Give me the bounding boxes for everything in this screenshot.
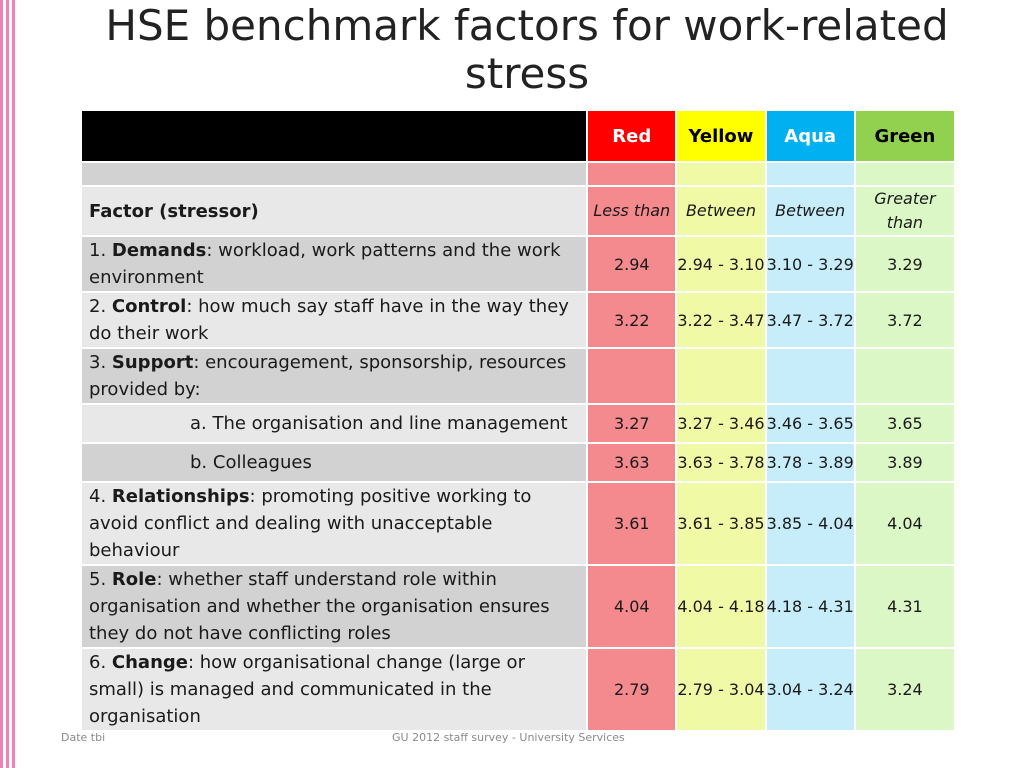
footer-source: GU 2012 staff survey - University Servic… <box>392 731 625 744</box>
spacer-row <box>79 161 957 187</box>
spacer-cell <box>675 161 767 187</box>
header-blank-cell <box>79 109 589 163</box>
criteria-row: Factor (stressor) Less than Between Betw… <box>79 185 957 237</box>
yellow-value: 4.04 - 4.18 <box>675 564 767 649</box>
aqua-value: 3.04 - 3.24 <box>764 647 856 732</box>
factor-name: Relationships <box>111 486 250 507</box>
red-value: 2.79 <box>586 647 678 732</box>
table-row: 6. Change: how organisational change (la… <box>79 647 957 732</box>
factor-subitem: a. The organisation and line management <box>79 403 589 444</box>
factor-column-label: Factor (stressor) <box>79 185 589 237</box>
factor-description: : workload, work patterns and the work e… <box>89 240 561 288</box>
factor-number: 4. <box>89 486 112 507</box>
factor-number: 5. <box>89 569 112 590</box>
green-value <box>853 347 957 405</box>
factor-subitem: b. Colleagues <box>79 442 589 483</box>
yellow-value <box>675 347 767 405</box>
header-yellow: Yellow <box>675 109 767 163</box>
table-row: 2. Control: how much say staff have in t… <box>79 291 957 349</box>
yellow-value: 2.79 - 3.04 <box>675 647 767 732</box>
factor-number: 1. <box>89 240 112 261</box>
aqua-value: 3.78 - 3.89 <box>764 442 856 483</box>
factor-cell: 1. Demands: workload, work patterns and … <box>79 235 589 293</box>
pink-border-line <box>12 0 15 768</box>
yellow-value: 3.27 - 3.46 <box>675 403 767 444</box>
spacer-cell <box>764 161 856 187</box>
factor-description: : how much say staff have in the way the… <box>89 296 569 344</box>
factor-description: : encouragement, sponsorship, resources … <box>89 352 567 400</box>
red-value: 3.22 <box>586 291 678 349</box>
factor-cell: 2. Control: how much say staff have in t… <box>79 291 589 349</box>
red-value: 3.61 <box>586 481 678 566</box>
table-row: 4. Relationships: promoting positive wor… <box>79 481 957 566</box>
factor-description: : how organisational change (large or sm… <box>89 652 525 727</box>
aqua-value: 3.47 - 3.72 <box>764 291 856 349</box>
factor-cell: 5. Role: whether staff understand role w… <box>79 564 589 649</box>
red-value <box>586 347 678 405</box>
factor-number: 6. <box>89 652 112 673</box>
aqua-value: 3.46 - 3.65 <box>764 403 856 444</box>
factor-name: Role <box>111 569 157 590</box>
criteria-yellow: Between <box>675 185 767 237</box>
factor-name: Change <box>111 652 188 673</box>
red-value: 2.94 <box>586 235 678 293</box>
yellow-value: 3.63 - 3.78 <box>675 442 767 483</box>
table-row: a. The organisation and line management … <box>79 403 957 444</box>
header-green: Green <box>853 109 957 163</box>
criteria-green: Greater than <box>853 185 957 237</box>
spacer-cell <box>79 161 589 187</box>
footer-date: Date tbi <box>61 731 106 744</box>
table-row: 1. Demands: workload, work patterns and … <box>79 235 957 293</box>
criteria-aqua: Between <box>764 185 856 237</box>
factor-name: Demands <box>111 240 207 261</box>
green-value: 3.29 <box>853 235 957 293</box>
criteria-green-line: Greater <box>874 189 936 208</box>
header-red: Red <box>586 109 678 163</box>
factor-cell: 6. Change: how organisational change (la… <box>79 647 589 732</box>
red-value: 4.04 <box>586 564 678 649</box>
green-value: 4.31 <box>853 564 957 649</box>
yellow-value: 2.94 - 3.10 <box>675 235 767 293</box>
red-value: 3.63 <box>586 442 678 483</box>
slide-title: HSE benchmark factors for work-related s… <box>30 2 1024 98</box>
green-value: 4.04 <box>853 481 957 566</box>
table-row: 5. Role: whether staff understand role w… <box>79 564 957 649</box>
aqua-value: 4.18 - 4.31 <box>764 564 856 649</box>
header-aqua: Aqua <box>764 109 856 163</box>
criteria-red: Less than <box>586 185 678 237</box>
green-value: 3.65 <box>853 403 957 444</box>
pink-border-line <box>6 0 9 768</box>
factor-number: 2. <box>89 296 112 317</box>
factor-name: Support <box>111 352 194 373</box>
aqua-value <box>764 347 856 405</box>
factor-description: : whether staff understand role within o… <box>89 569 550 644</box>
red-value: 3.27 <box>586 403 678 444</box>
green-value: 3.24 <box>853 647 957 732</box>
green-value: 3.89 <box>853 442 957 483</box>
aqua-value: 3.85 - 4.04 <box>764 481 856 566</box>
pink-border-line <box>0 0 3 768</box>
factor-name: Control <box>111 296 187 317</box>
spacer-cell <box>853 161 957 187</box>
green-value: 3.72 <box>853 291 957 349</box>
spacer-cell <box>586 161 678 187</box>
benchmark-table: Red Yellow Aqua Green Factor (stressor) … <box>79 109 957 732</box>
slide-title-line: stress <box>464 49 590 98</box>
criteria-green-line: than <box>886 213 924 232</box>
yellow-value: 3.61 - 3.85 <box>675 481 767 566</box>
table-header-row: Red Yellow Aqua Green <box>79 109 957 163</box>
slide-title-line: HSE benchmark factors for work-related <box>105 1 949 50</box>
table-row: 3. Support: encouragement, sponsorship, … <box>79 347 957 405</box>
table-row: b. Colleagues 3.63 3.63 - 3.78 3.78 - 3.… <box>79 442 957 483</box>
factor-cell: 3. Support: encouragement, sponsorship, … <box>79 347 589 405</box>
factor-description: : promoting positive working to avoid co… <box>89 486 532 561</box>
yellow-value: 3.22 - 3.47 <box>675 291 767 349</box>
factor-number: 3. <box>89 352 112 373</box>
factor-cell: 4. Relationships: promoting positive wor… <box>79 481 589 566</box>
aqua-value: 3.10 - 3.29 <box>764 235 856 293</box>
